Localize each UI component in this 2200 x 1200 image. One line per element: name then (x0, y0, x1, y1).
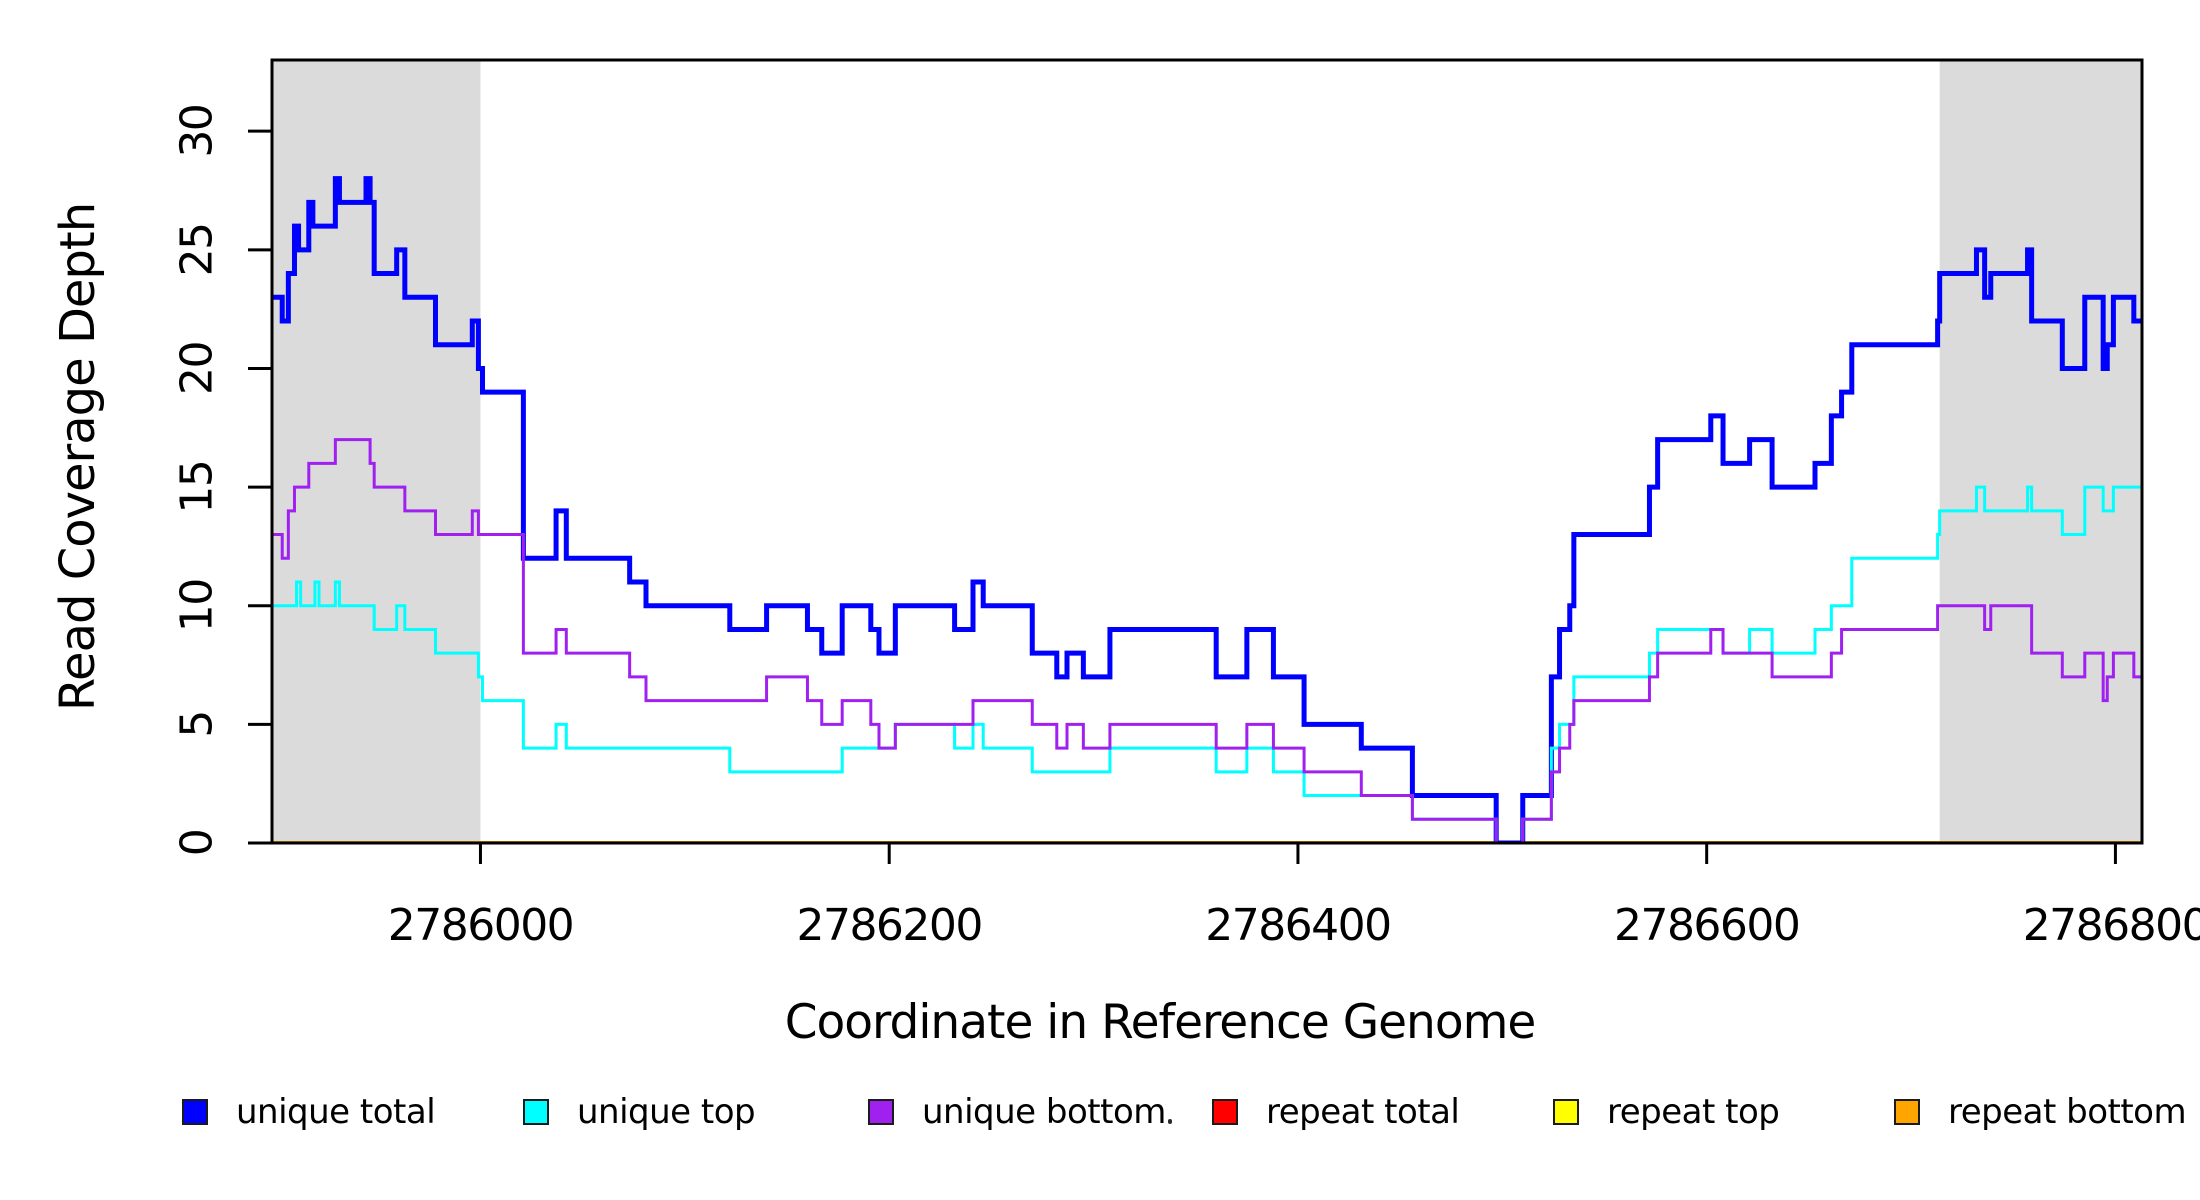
series-line-unique-top (272, 485, 2142, 844)
plot-border (270, 58, 2144, 845)
y-tick-label: 10 (172, 579, 223, 632)
series-line-unique-total (272, 176, 2142, 844)
y-tick-label: 30 (172, 105, 223, 158)
y-tick-label: 0 (172, 830, 223, 857)
y-axis-title: Read Coverage Depth (50, 202, 106, 712)
x-tick-label: 2786400 (1205, 900, 1390, 951)
y-tick-label: 15 (172, 461, 223, 514)
x-tick-label: 2786800 (2023, 900, 2200, 951)
x-tick-label: 2786600 (1614, 900, 1799, 951)
x-tick-label: 2786200 (796, 900, 981, 951)
y-tick-label: 5 (172, 711, 223, 738)
stray-dot-artifact (1168, 1119, 1172, 1124)
series-line-unique-bottom (272, 438, 2142, 844)
shaded-region-1 (1939, 60, 2142, 843)
shaded-region-0 (272, 60, 481, 843)
y-tick-label: 20 (172, 342, 223, 395)
y-tick-label: 25 (172, 223, 223, 276)
x-tick-label: 2786000 (388, 900, 573, 951)
x-axis-title: Coordinate in Reference Genome (784, 995, 1537, 1050)
